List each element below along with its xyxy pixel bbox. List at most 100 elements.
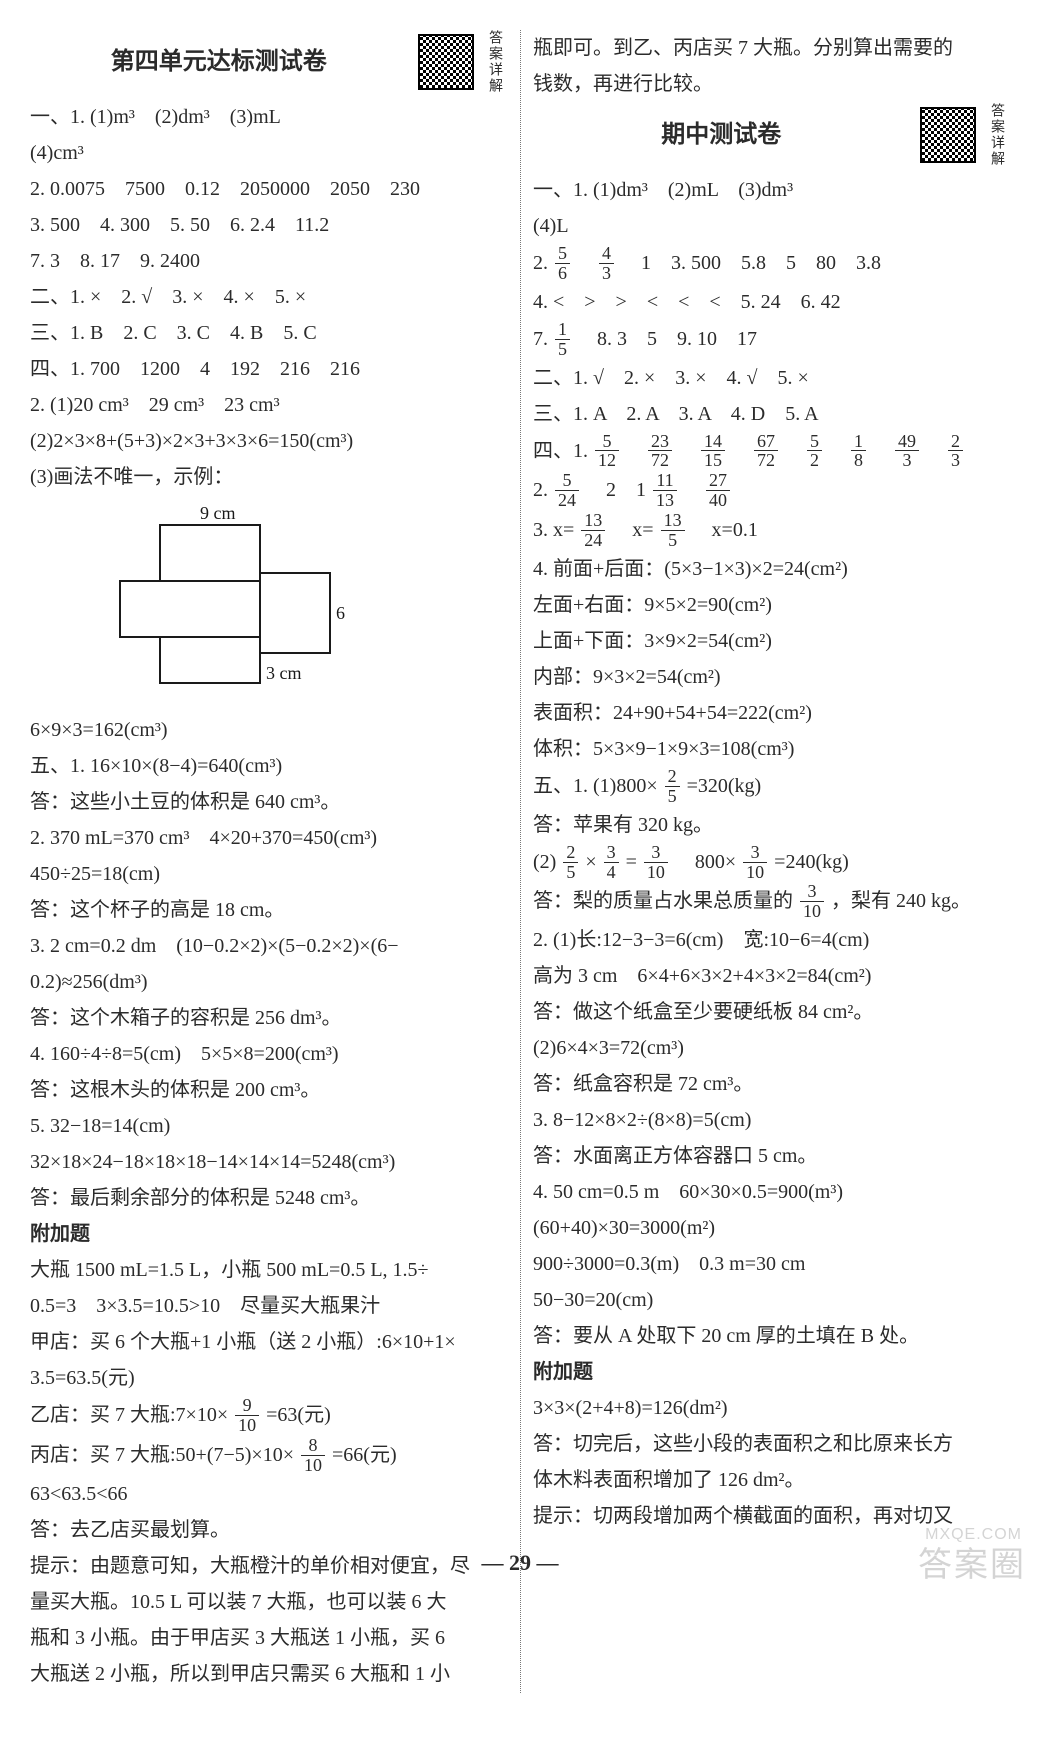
text: 3. x= [533, 519, 574, 541]
left-title-row: 第四单元达标测试卷 答案详解 [30, 30, 508, 94]
right-title: 期中测试卷 [533, 114, 910, 156]
text-line: 甲店：买 6 个大瓶+1 小瓶（送 2 小瓶）:6×10+1× [30, 1325, 508, 1360]
text-line: 答：去乙店买最划算。 [30, 1513, 508, 1548]
qr-code-icon [920, 107, 976, 163]
text-line: 3. 8−12×8×2÷(8×8)=5(cm) [533, 1103, 1010, 1138]
right-column: 瓶即可。到乙、丙店买 7 大瓶。分别算出需要的 钱数，再进行比较。 期中测试卷 … [520, 30, 1010, 1693]
text-line: 5. 32−18=14(cm) [30, 1109, 508, 1144]
text-line: 4. 160÷4÷8=5(cm) 5×5×8=200(cm³) [30, 1037, 508, 1072]
text-line: 附加题 [30, 1217, 508, 1252]
fraction: 2372 [648, 432, 672, 471]
text-line: 2. (1)长:12−3−3=6(cm) 宽:10−6=4(cm) [533, 923, 1010, 958]
text-line: 0.5=3 3×3.5=10.5>10 尽量买大瓶果汁 [30, 1289, 508, 1324]
fraction: 310 [644, 843, 668, 882]
text-line: 答：纸盒容积是 72 cm³。 [533, 1067, 1010, 1102]
text: 四、1. [533, 440, 593, 462]
text-line: 2. (1)20 cm³ 29 cm³ 23 cm³ [30, 388, 508, 423]
page-number: — 29 — [0, 1550, 1040, 1576]
text-line: 量买大瓶。10.5 L 可以装 7 大瓶，也可以装 6 大 [30, 1585, 508, 1620]
text-line: 答：这根木头的体积是 200 cm³。 [30, 1073, 508, 1108]
text-line: 32×18×24−18×18×18−14×14×14=5248(cm³) [30, 1145, 508, 1180]
left-title: 第四单元达标测试卷 [30, 41, 408, 83]
fraction: 34 [604, 843, 619, 882]
text-line: 瓶和 3 小瓶。由于甲店买 3 大瓶送 1 小瓶，买 6 [30, 1621, 508, 1656]
qr-label: 答案详解 [484, 30, 509, 94]
net-diagram: 9 cm 6 cm 3 cm [90, 503, 508, 705]
text-line: 高为 3 cm 6×4+6×3×2+4×3×2=84(cm²) [533, 959, 1010, 994]
fraction: 524 [555, 471, 579, 510]
text-line: 答：切完后，这些小段的表面积之和比原来长方 [533, 1427, 1010, 1462]
text: =63(元) [266, 1404, 331, 1426]
text-line: (3)画法不唯一，示例： [30, 460, 508, 495]
text: =240(kg) [774, 851, 849, 873]
text-line: 表面积：24+90+54+54=222(cm²) [533, 696, 1010, 731]
fraction: 43 [599, 244, 614, 283]
left-column: 第四单元达标测试卷 答案详解 一、1. (1)m³ (2)dm³ (3)mL (… [30, 30, 520, 1693]
text-line: 体积：5×3×9−1×9×3=108(cm³) [533, 732, 1010, 767]
text-line: 3. 500 4. 300 5. 50 6. 2.4 11.2 [30, 208, 508, 243]
text: 乙店：买 7 大瓶:7×10× [30, 1404, 228, 1426]
text-line: 三、1. A 2. A 3. A 4. D 5. A [533, 397, 1010, 432]
text-line: 左面+右面：9×5×2=90(cm²) [533, 588, 1010, 623]
text-line: 五、1. 16×10×(8−4)=640(cm³) [30, 749, 508, 784]
text-line: 答：这些小土豆的体积是 640 cm³。 [30, 785, 508, 820]
text-line: 3.5=63.5(元) [30, 1361, 508, 1396]
text-line: 内部：9×3×2=54(cm²) [533, 660, 1010, 695]
frac-line: 答：梨的质量占水果总质量的 310 ，梨有 240 kg。 [533, 883, 1010, 922]
text-line: 3. 2 cm=0.2 dm (10−0.2×2)×(5−0.2×2)×(6− [30, 929, 508, 964]
right-title-row: 期中测试卷 答案详解 [533, 103, 1010, 167]
fraction: 512 [595, 432, 619, 471]
text-line: 大瓶送 2 小瓶，所以到甲店只需买 6 大瓶和 1 小 [30, 1657, 508, 1692]
qr-label: 答案详解 [986, 103, 1011, 167]
fraction: 1324 [581, 511, 605, 550]
text: × [585, 851, 596, 873]
text-line: 答：做这个纸盒至少要硬纸板 84 cm²。 [533, 995, 1010, 1030]
watermark-main: 答案圈 [918, 1537, 1026, 1586]
text-line: 450÷25=18(cm) [30, 857, 508, 892]
text-line: 三、1. B 2. C 3. C 4. B 5. C [30, 316, 508, 351]
frac-line: (2) 25 × 34 = 310 800× 310 =240(kg) [533, 844, 1010, 883]
text: ，梨有 240 kg。 [831, 890, 971, 912]
fraction: 56 [555, 244, 570, 283]
text: =66(元) [332, 1444, 397, 1466]
text-line: (2)2×3×8+(5+3)×2×3+3×3×6=150(cm³) [30, 424, 508, 459]
text: x= [612, 519, 653, 541]
fraction: 910 [235, 1396, 259, 1435]
fraction: 310 [800, 882, 824, 921]
fraction: 810 [301, 1436, 325, 1475]
text: 答：梨的质量占水果总质量的 [533, 890, 793, 912]
text: 1 3. 500 5.8 5 80 3.8 [621, 252, 881, 274]
text: 丙店：买 7 大瓶:50+(7−5)×10× [30, 1444, 294, 1466]
fraction: 135 [661, 511, 685, 550]
text-line: 大瓶 1500 mL=1.5 L，小瓶 500 mL=0.5 L, 1.5÷ [30, 1253, 508, 1288]
fraction: 493 [895, 432, 919, 471]
text-line: 4. 前面+后面：(5×3−1×3)×2=24(cm²) [533, 552, 1010, 587]
fraction: 52 [807, 432, 822, 471]
frac-line: 2. 56 43 1 3. 500 5.8 5 80 3.8 [533, 245, 1010, 284]
frac-line: 7. 15 8. 3 5 9. 10 17 [533, 321, 1010, 360]
text-line: 答：这个杯子的高是 18 cm。 [30, 893, 508, 928]
text-line: 7. 3 8. 17 9. 2400 [30, 244, 508, 279]
text: 7. [533, 328, 553, 350]
diagram-label-bottom: 3 cm [266, 663, 302, 683]
text-line: (4)cm³ [30, 136, 508, 171]
text-line: 答：要从 A 处取下 20 cm 厚的土填在 B 处。 [533, 1319, 1010, 1354]
diagram-label-top: 9 cm [200, 503, 236, 523]
text: 2. [533, 252, 553, 274]
text-line: 0.2)≈256(dm³) [30, 965, 508, 1000]
fraction: 1113 [653, 471, 677, 510]
text-line: 3×3×(2+4+8)=126(dm²) [533, 1391, 1010, 1426]
frac-line: 丙店：买 7 大瓶:50+(7−5)×10× 810 =66(元) [30, 1437, 508, 1476]
text-line: 钱数，再进行比较。 [533, 67, 1010, 102]
frac-line: 乙店：买 7 大瓶:7×10× 910 =63(元) [30, 1397, 508, 1436]
frac-line: 2. 524 2 1 1113 2740 [533, 472, 1010, 511]
text-line: 50−30=20(cm) [533, 1283, 1010, 1318]
fraction: 25 [665, 767, 680, 806]
text: 2 1 [586, 479, 646, 501]
text: =320(kg) [687, 775, 762, 797]
text-line: 4. 50 cm=0.5 m 60×30×0.5=900(m³) [533, 1175, 1010, 1210]
text-line: (2)6×4×3=72(cm³) [533, 1031, 1010, 1066]
text-line: 二、1. √ 2. × 3. × 4. √ 5. × [533, 361, 1010, 396]
fraction: 310 [743, 843, 767, 882]
fraction: 25 [563, 843, 578, 882]
